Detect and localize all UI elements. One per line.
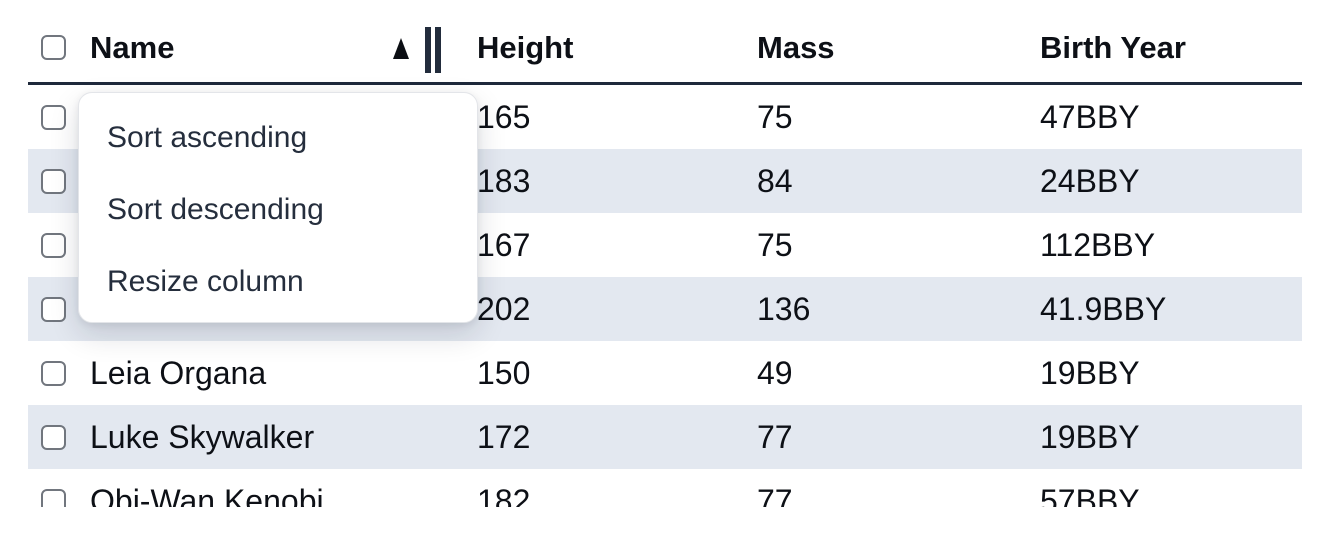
select-all-checkbox[interactable] [41,35,66,60]
cell-height: 150 [477,354,531,391]
cell-height: 172 [477,418,531,455]
row-checkbox-cell [28,277,90,341]
row-checkbox[interactable] [41,168,66,194]
cell-mass: 77 [757,418,793,455]
table-row[interactable]: Obi-Wan Kenobi 182 77 57BBY [28,469,1302,507]
cell-mass: 75 [757,226,793,263]
cell-birth-year: 19BBY [1040,354,1140,391]
select-all-cell [28,0,90,82]
row-checkbox[interactable] [41,296,66,322]
cell-name: Leia Organa [90,354,267,391]
cell-mass: 75 [757,98,793,135]
row-checkbox[interactable] [41,488,66,507]
cell-birth-year: 41.9BBY [1040,290,1167,327]
cell-height: 183 [477,162,531,199]
cell-birth-year: 57BBY [1040,482,1140,508]
cell-height: 167 [477,226,531,263]
row-checkbox-cell [28,405,90,469]
sort-ascending-icon [393,38,409,59]
row-checkbox[interactable] [41,360,66,386]
column-context-menu: Sort ascending Sort descending Resize colu… [78,92,478,323]
column-header-mass-label: Mass [757,29,835,65]
cell-birth-year: 19BBY [1040,418,1140,455]
row-checkbox[interactable] [41,232,66,258]
cell-birth-year: 47BBY [1040,98,1140,135]
row-checkbox-cell [28,341,90,405]
column-resize-handle-icon[interactable] [425,27,441,73]
menu-item-sort-descending[interactable]: Sort descending [107,193,324,226]
cell-mass: 49 [757,354,793,391]
menu-item-resize-column[interactable]: Resize column [107,265,304,298]
column-header-name-label: Name [90,29,175,65]
table-row[interactable]: Leia Organa 150 49 19BBY [28,341,1302,405]
table-row[interactable]: Luke Skywalker 172 77 19BBY [28,405,1302,469]
column-header-birth-year-label: Birth Year [1040,29,1186,65]
cell-mass: 136 [757,290,811,327]
cell-mass: 84 [757,162,793,199]
column-header-name[interactable]: Name [90,0,477,82]
row-checkbox-cell [28,213,90,277]
row-checkbox-cell [28,149,90,213]
cell-height: 182 [477,482,531,508]
row-checkbox-cell [28,85,90,149]
cell-name: Obi-Wan Kenobi [90,482,324,508]
cell-birth-year: 24BBY [1040,162,1140,199]
column-header-height-label: Height [477,29,574,65]
menu-item-sort-ascending[interactable]: Sort ascending [107,121,308,154]
table-header-row: Name Height Mass Birth Year [28,0,1302,85]
row-checkbox[interactable] [41,104,66,130]
cell-height: 202 [477,290,531,327]
cell-height: 165 [477,98,531,135]
cell-mass: 77 [757,482,793,508]
column-header-mass[interactable]: Mass [757,0,1040,82]
cell-name: Luke Skywalker [90,418,315,455]
column-header-birth-year[interactable]: Birth Year [1040,0,1302,82]
row-checkbox-cell [28,469,90,507]
cell-birth-year: 112BBY [1040,226,1156,263]
row-checkbox[interactable] [41,424,66,450]
column-header-height[interactable]: Height [477,0,757,82]
